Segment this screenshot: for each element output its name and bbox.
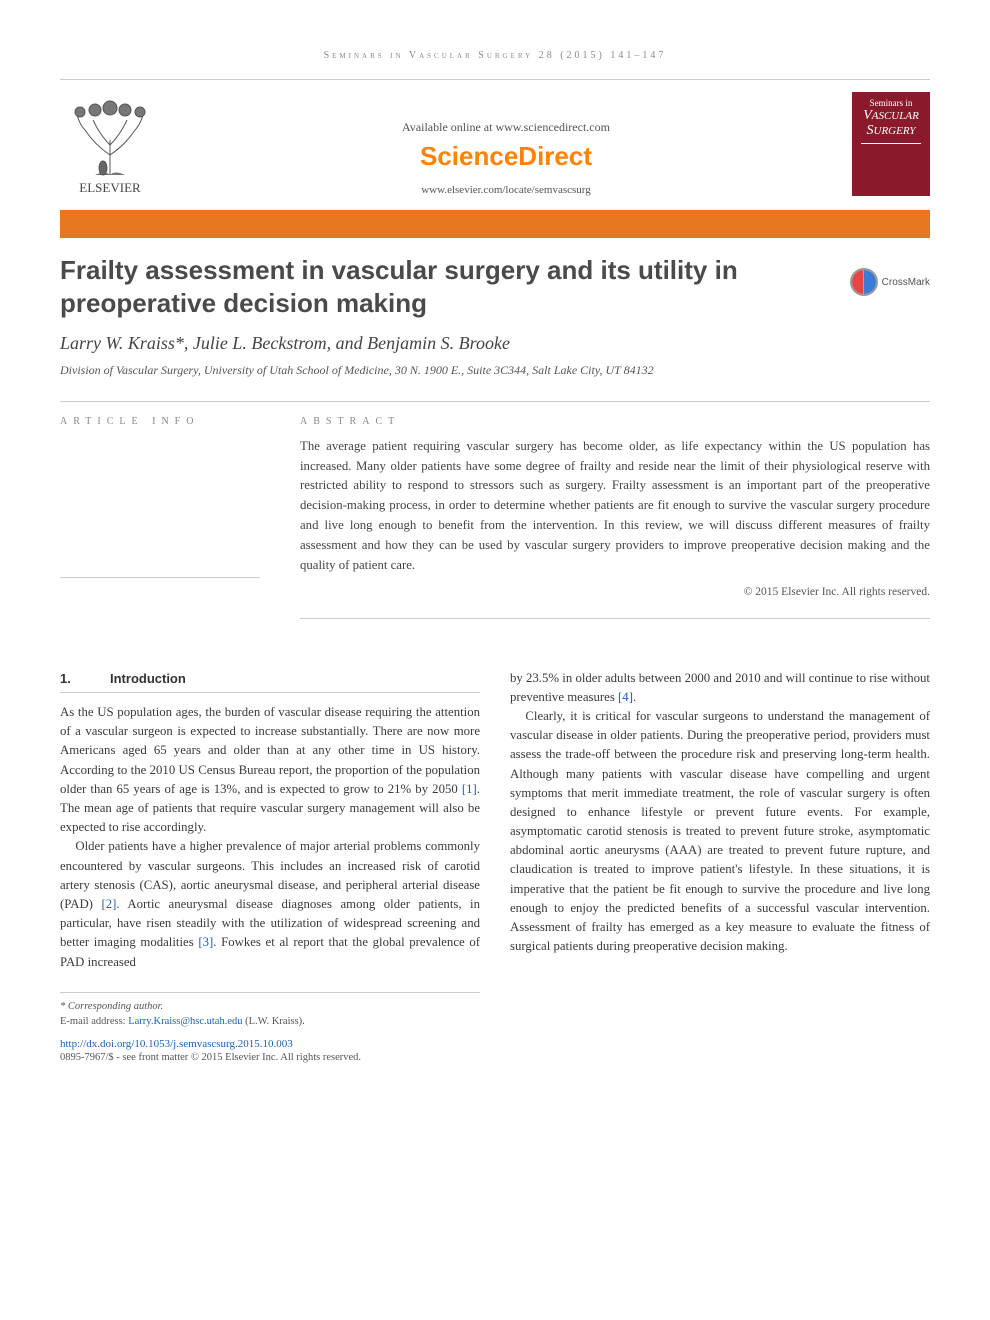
journal-name: Seminars in Vascular Surgery (324, 50, 534, 61)
sciencedirect-logo[interactable]: ScienceDirect (170, 141, 842, 172)
available-online-text: Available online at www.sciencedirect.co… (170, 120, 842, 135)
masthead: ELSEVIER Available online at www.science… (60, 79, 930, 206)
reference-link[interactable]: [2] (101, 897, 116, 911)
elsevier-logo: ELSEVIER (60, 86, 160, 196)
publisher-name: ELSEVIER (79, 180, 140, 196)
article-info-label: article info (60, 416, 280, 427)
divider (60, 401, 930, 402)
crossmark-badge[interactable]: CrossMark (850, 268, 930, 296)
accent-bar (60, 210, 930, 238)
info-abstract-row: article info abstract The average patien… (60, 416, 930, 633)
tree-icon (65, 100, 155, 180)
volume-pages: 28 (2015) 141–147 (539, 50, 667, 61)
reference-link[interactable]: [4] (618, 690, 633, 704)
section-number: 1. (60, 669, 110, 689)
journal-cover-thumbnail[interactable]: Seminars in VASCULAR SURGERY (852, 92, 930, 196)
abstract-column: abstract The average patient requiring v… (280, 416, 930, 633)
footer-block: * Corresponding author. E-mail address: … (60, 992, 480, 1031)
title-block: Frailty assessment in vascular surgery a… (60, 238, 930, 387)
article-title: Frailty assessment in vascular surgery a… (60, 254, 780, 319)
cover-line1: Seminars in (870, 98, 913, 108)
cover-line2: VASCULAR (863, 108, 919, 123)
email-line: E-mail address: Larry.Kraiss@hsc.utah.ed… (60, 1014, 480, 1030)
crossmark-icon (850, 268, 878, 296)
abstract-label: abstract (300, 416, 930, 427)
body-text: 1.Introduction As the US population ages… (60, 669, 930, 972)
running-head: Seminars in Vascular Surgery 28 (2015) 1… (60, 50, 930, 61)
cover-line3: SURGERY (867, 123, 916, 138)
paragraph: As the US population ages, the burden of… (60, 703, 480, 837)
paragraph: Clearly, it is critical for vascular sur… (510, 707, 930, 956)
section-heading: 1.Introduction (60, 669, 480, 694)
doi-link[interactable]: http://dx.doi.org/10.1053/j.semvascsurg.… (60, 1038, 930, 1050)
reference-link[interactable]: [1] (462, 782, 477, 796)
crossmark-label: CrossMark (882, 277, 930, 288)
issn-copyright: 0895-7967/$ - see front matter © 2015 El… (60, 1052, 930, 1063)
abstract-copyright: © 2015 Elsevier Inc. All rights reserved… (300, 586, 930, 598)
divider (300, 618, 930, 619)
email-link[interactable]: Larry.Kraiss@hsc.utah.edu (128, 1016, 242, 1027)
section-title: Introduction (110, 671, 186, 686)
masthead-center: Available online at www.sciencedirect.co… (160, 120, 852, 196)
short-divider (60, 577, 260, 578)
paragraph: by 23.5% in older adults between 2000 an… (510, 669, 930, 707)
abstract-text: The average patient requiring vascular s… (300, 437, 930, 576)
affiliation: Division of Vascular Surgery, University… (60, 362, 780, 379)
article-info-column: article info (60, 416, 280, 633)
reference-link[interactable]: [3] (198, 935, 213, 949)
author-list: Larry W. Kraiss*, Julie L. Beckstrom, an… (60, 333, 930, 354)
corresponding-author-note: * Corresponding author. (60, 999, 480, 1015)
journal-homepage-url[interactable]: www.elsevier.com/locate/semvascsurg (170, 184, 842, 196)
paragraph: Older patients have a higher prevalence … (60, 837, 480, 971)
